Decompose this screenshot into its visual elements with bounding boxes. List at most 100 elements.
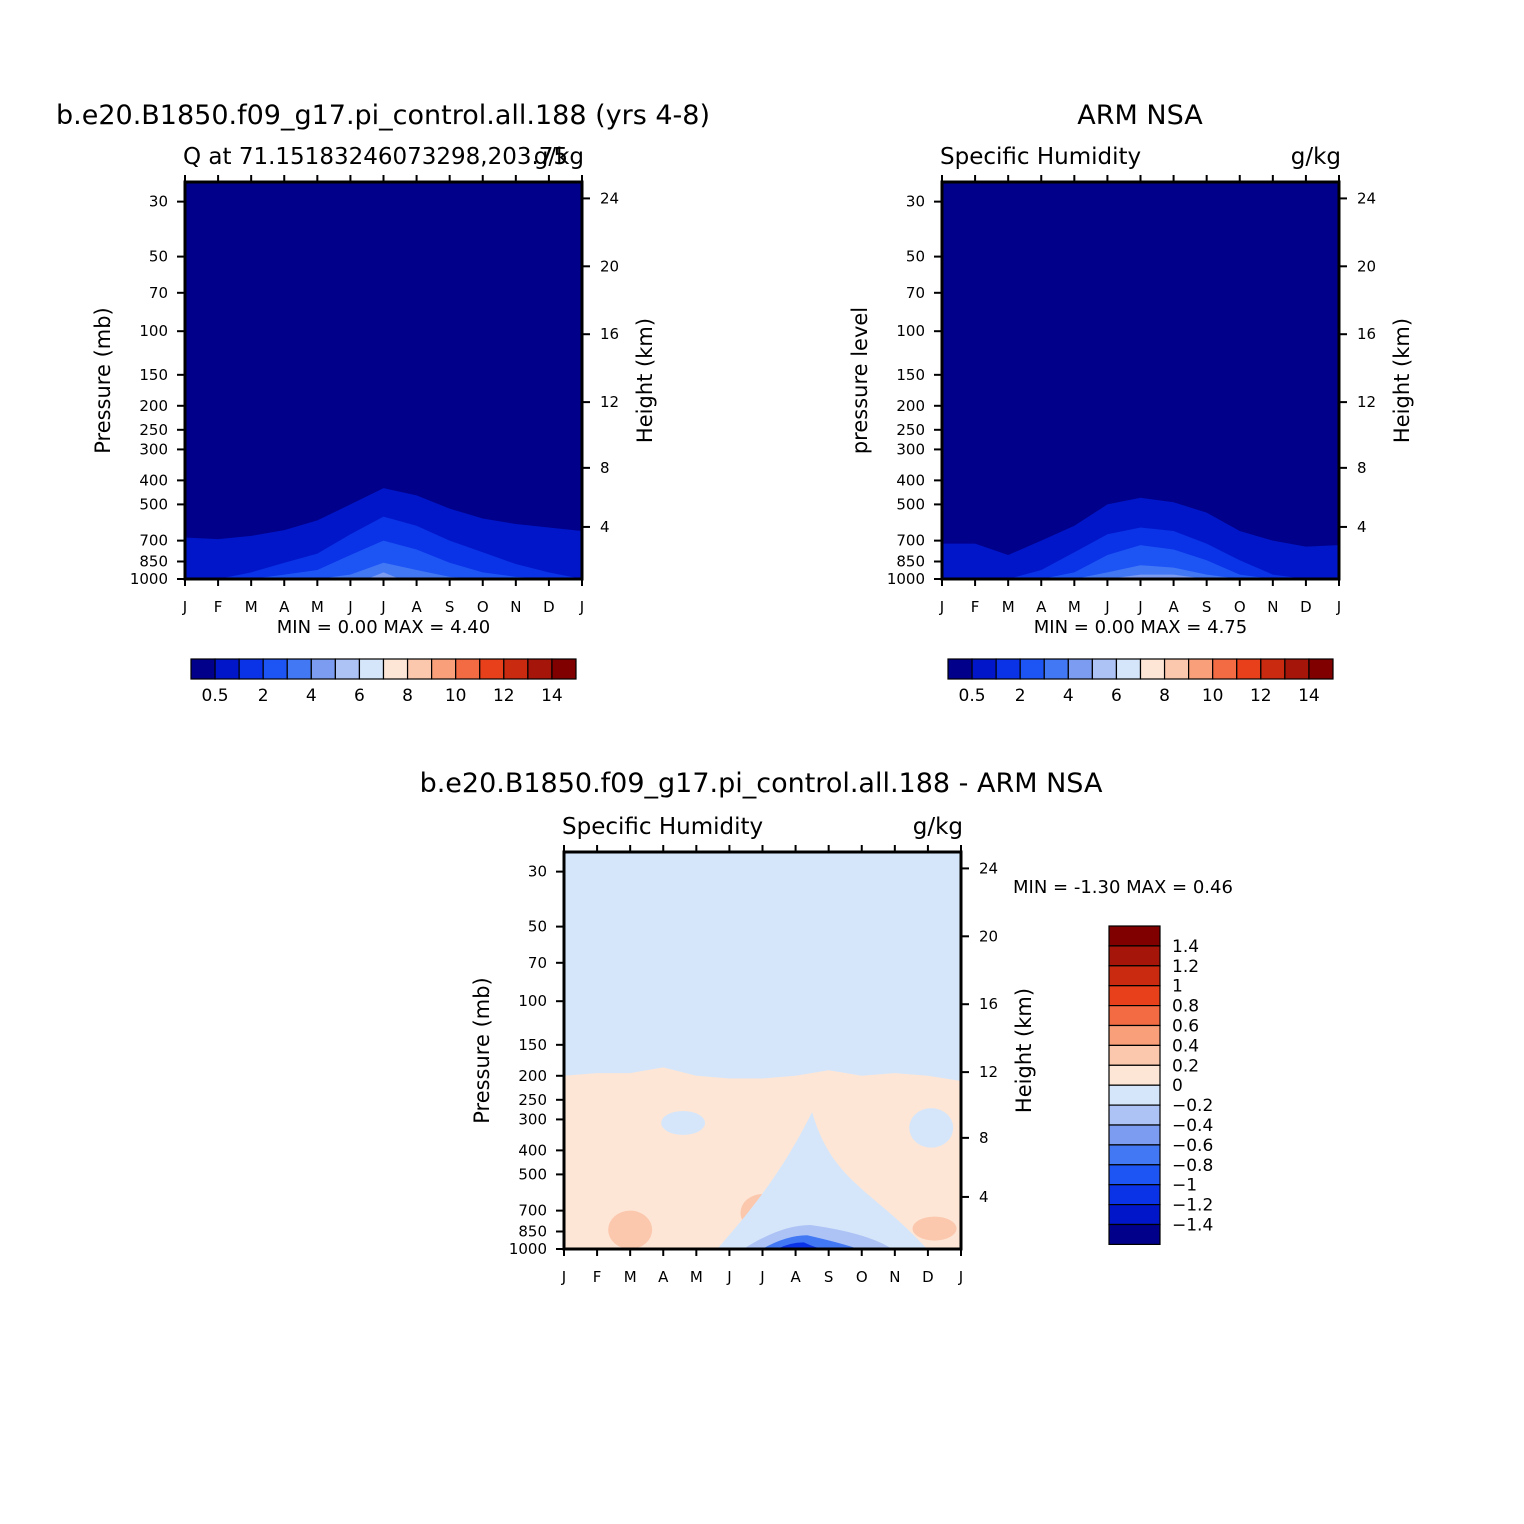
diff-colorbar-box [1108,985,1161,1007]
diff-colorbar-label: −0.8 [1172,1156,1213,1176]
diff-x-tick-label: A [658,1268,669,1286]
diff-colorbar-box [1108,945,1161,967]
model-colorbar-box [382,658,409,680]
diff-colorbar-box [1108,1084,1161,1106]
obs-x-tick-label: A [1168,598,1179,616]
obs-y-tick-label: 70 [906,284,925,302]
obs-x-tick-label: J [1336,598,1341,616]
obs-colorbar-box [1260,658,1286,680]
diff-colorbar-label: 0.6 [1172,1017,1199,1037]
model-height-tick-label: 12 [600,393,619,411]
diff-region-core [776,1242,830,1249]
diff-colorbar-label: −1.4 [1172,1216,1213,1236]
model-colorbar-label: 6 [354,686,365,706]
model-x-tick-label: O [477,598,489,616]
diff-colorbar-label: 0.8 [1172,997,1199,1017]
obs-subtitle-right: g/kg [1291,144,1341,170]
model-x-tick-label: J [182,598,187,616]
model-colorbar-box [406,658,433,680]
model-colorbar-box [455,658,481,680]
model-y-tick-label: 200 [139,397,168,415]
diff-colorbar-box [1108,1223,1161,1245]
diff-colorbar-box [1108,925,1161,947]
diff-colorbar-label: 1.2 [1172,957,1199,977]
obs-colorbar-label: 14 [1298,686,1320,706]
diff-y-tick-label: 500 [518,1165,547,1183]
model-y-tick-label: 400 [139,471,168,489]
obs-x-tick-label: J [1137,598,1142,616]
diff-x-tick-label: J [759,1268,764,1286]
obs-x-tick-label: F [971,598,980,616]
model-contour-fill [366,572,401,579]
obs-y-tick-label: 400 [896,471,925,489]
model-colorbar-label: 2 [258,686,269,706]
diff-y-tick-label: 100 [518,992,547,1010]
model-height-tick-label: 4 [600,518,610,536]
diff-colorbar-label: −0.6 [1172,1136,1213,1156]
model-y-tick-label: 250 [139,421,168,439]
obs-y-tick-label: 300 [896,440,925,458]
model-y-tick-label: 30 [149,193,168,211]
diff-colorbar-box [1108,1004,1161,1027]
obs-colorbar-label: 4 [1063,686,1074,706]
diff-subtitle-right: g/kg [913,814,963,840]
obs-colorbar-box [1067,658,1093,680]
model-y-axis-label: Pressure (mb) [91,307,115,454]
diff-region-tongue [717,1112,928,1249]
diff-x-tick-label: S [824,1268,834,1286]
obs-field [942,182,1339,579]
diff-height-tick-label: 8 [979,1129,989,1147]
diff-y-tick-label: 300 [518,1110,547,1128]
model-x-tick-label: N [510,598,521,616]
diff-colorbar-label: 1.4 [1172,937,1199,957]
obs-y-tick-label: 30 [906,193,925,211]
diff-colorbar-label: 0.2 [1172,1056,1199,1076]
model-height-tick-label: 24 [600,189,619,207]
diff-colorbar-label: 1 [1172,977,1183,997]
diff-y-tick-label: 1000 [509,1240,547,1258]
diff-y-tick-label: 400 [518,1141,547,1159]
diff-x-tick-label: M [690,1268,703,1286]
model-colorbar-box [334,658,361,680]
obs-minmax: MIN = 0.00 MAX = 4.75 [1034,617,1247,638]
model-x-tick-label: J [347,598,352,616]
obs-x-tick-label: S [1202,598,1212,616]
model-y-tick-label: 700 [139,532,168,550]
obs-colorbar-box [1043,658,1069,680]
diff-colorbar-label: 0 [1172,1076,1183,1096]
model-subtitle-right: g/kg [534,144,584,170]
diff-colorbar-box [1108,1044,1161,1066]
diff-y-tick-label: 200 [518,1067,547,1085]
diff-region-blob [661,1110,706,1135]
diff-colorbar-box [1108,1164,1161,1186]
obs-title: ARM NSA [1077,100,1203,131]
diff-colorbar-label: −0.2 [1172,1096,1213,1116]
difference-panel: J F M A M J J A S O N D J305070100150200250300400500… [420,768,1233,1286]
model-colorbar-box [431,658,457,680]
diff-y-tick-label: 250 [518,1091,547,1109]
diff-height-tick-label: 12 [979,1063,998,1081]
model-colorbar-label: 12 [493,686,515,706]
obs-colorbar-box [1091,658,1118,680]
model-y-tick-label: 500 [139,495,168,513]
obs-colorbar-label: 0.5 [959,686,986,706]
obs-y-tick-label: 150 [896,366,925,384]
model-height-tick-label: 20 [600,257,619,275]
model-y-tick-label: 150 [139,366,168,384]
diff-x-tick-label: J [726,1268,731,1286]
obs-y-axis-label: pressure level [848,307,872,454]
obs-y-tick-label: 200 [896,397,925,415]
diff-x-tick-label: N [889,1268,900,1286]
diff-y-tick-label: 50 [528,918,547,936]
diff-y-tick-label: 30 [528,863,547,881]
obs-y-tick-label: 100 [896,322,925,340]
model-x-tick-label: J [380,598,385,616]
model-contour-fill [317,562,483,579]
obs-y-axis-right-label: Height (km) [1390,318,1414,443]
diff-colorbar-label: 0.4 [1172,1036,1199,1056]
model-colorbar-label: 14 [541,686,563,706]
obs-colorbar-label: 8 [1159,686,1170,706]
diff-region-blob [909,1108,954,1148]
